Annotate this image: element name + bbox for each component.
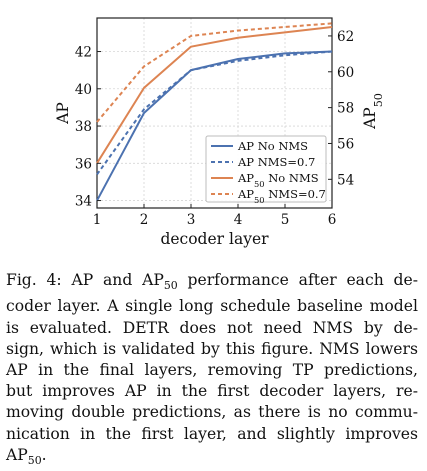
caption-line: AP in the final layers, removing TP pred…	[6, 360, 418, 379]
caption-line: nication in the first layer, and slightl…	[6, 424, 418, 443]
legend-label: AP NMS=0.7	[237, 155, 315, 169]
data-point	[236, 36, 239, 39]
data-point	[95, 120, 98, 123]
data-point	[236, 59, 239, 62]
caption-line: is evaluated. DETR does not need NMS by …	[6, 318, 418, 337]
y-right-tick-label: 56	[337, 136, 354, 152]
caption-line: sign, which is validated by this figure.…	[6, 339, 418, 358]
data-point	[283, 31, 286, 34]
caption-line: Fig. 4: AP and AP50 performance after ea…	[6, 271, 418, 293]
data-point	[330, 22, 333, 25]
legend-label: AP No NMS	[237, 139, 308, 153]
y-right-tick-label: 58	[337, 101, 354, 117]
caption-label: Fig. 4:	[6, 271, 72, 289]
caption-line: AP50.	[6, 445, 47, 467]
y-left-tick-label: 40	[75, 82, 92, 98]
x-tick-label: 4	[234, 212, 243, 228]
y-left-tick-label: 34	[75, 194, 92, 210]
data-point	[330, 25, 333, 28]
x-tick-label: 5	[281, 212, 290, 228]
caption-line: coder layer. A single long schedule base…	[6, 297, 418, 316]
x-tick-label: 2	[140, 212, 149, 228]
y-axis-left-label: AP	[54, 102, 72, 125]
data-point	[95, 173, 98, 176]
caption-line: but improves AP in the first decoder lay…	[6, 382, 418, 401]
x-axis-label: decoder layer	[160, 230, 269, 248]
data-point	[330, 50, 333, 53]
data-point	[189, 69, 192, 72]
caption-line: moving double predictions, as there is n…	[6, 403, 418, 422]
y-left-tick-label: 38	[75, 119, 92, 135]
y-left-tick-label: 36	[75, 156, 92, 172]
y-left-tick-label: 42	[75, 45, 92, 61]
series-line-2	[96, 50, 333, 176]
data-point	[189, 45, 192, 48]
data-point	[236, 29, 239, 32]
y-right-tick-label: 62	[337, 29, 354, 45]
figure-caption: Fig. 4: AP and AP50 performance after ea…	[6, 270, 418, 471]
data-point	[142, 86, 145, 89]
data-point	[142, 108, 145, 111]
legend-box	[205, 135, 327, 203]
data-point	[189, 34, 192, 37]
series-line-4	[96, 22, 333, 123]
plot-frame	[96, 17, 333, 209]
data-point	[283, 54, 286, 57]
x-tick-label: 6	[328, 212, 337, 228]
series-line-3	[96, 25, 333, 164]
data-point	[142, 65, 145, 68]
y-right-tick-label: 60	[337, 65, 354, 81]
x-tick-label: 3	[187, 212, 196, 228]
series-layer	[95, 22, 333, 202]
series-line-1	[96, 50, 333, 202]
x-tick-label: 1	[93, 212, 102, 228]
y-axis-right-label: AP50	[361, 93, 385, 130]
y-right-tick-label: 54	[337, 172, 354, 188]
data-point	[283, 25, 286, 28]
